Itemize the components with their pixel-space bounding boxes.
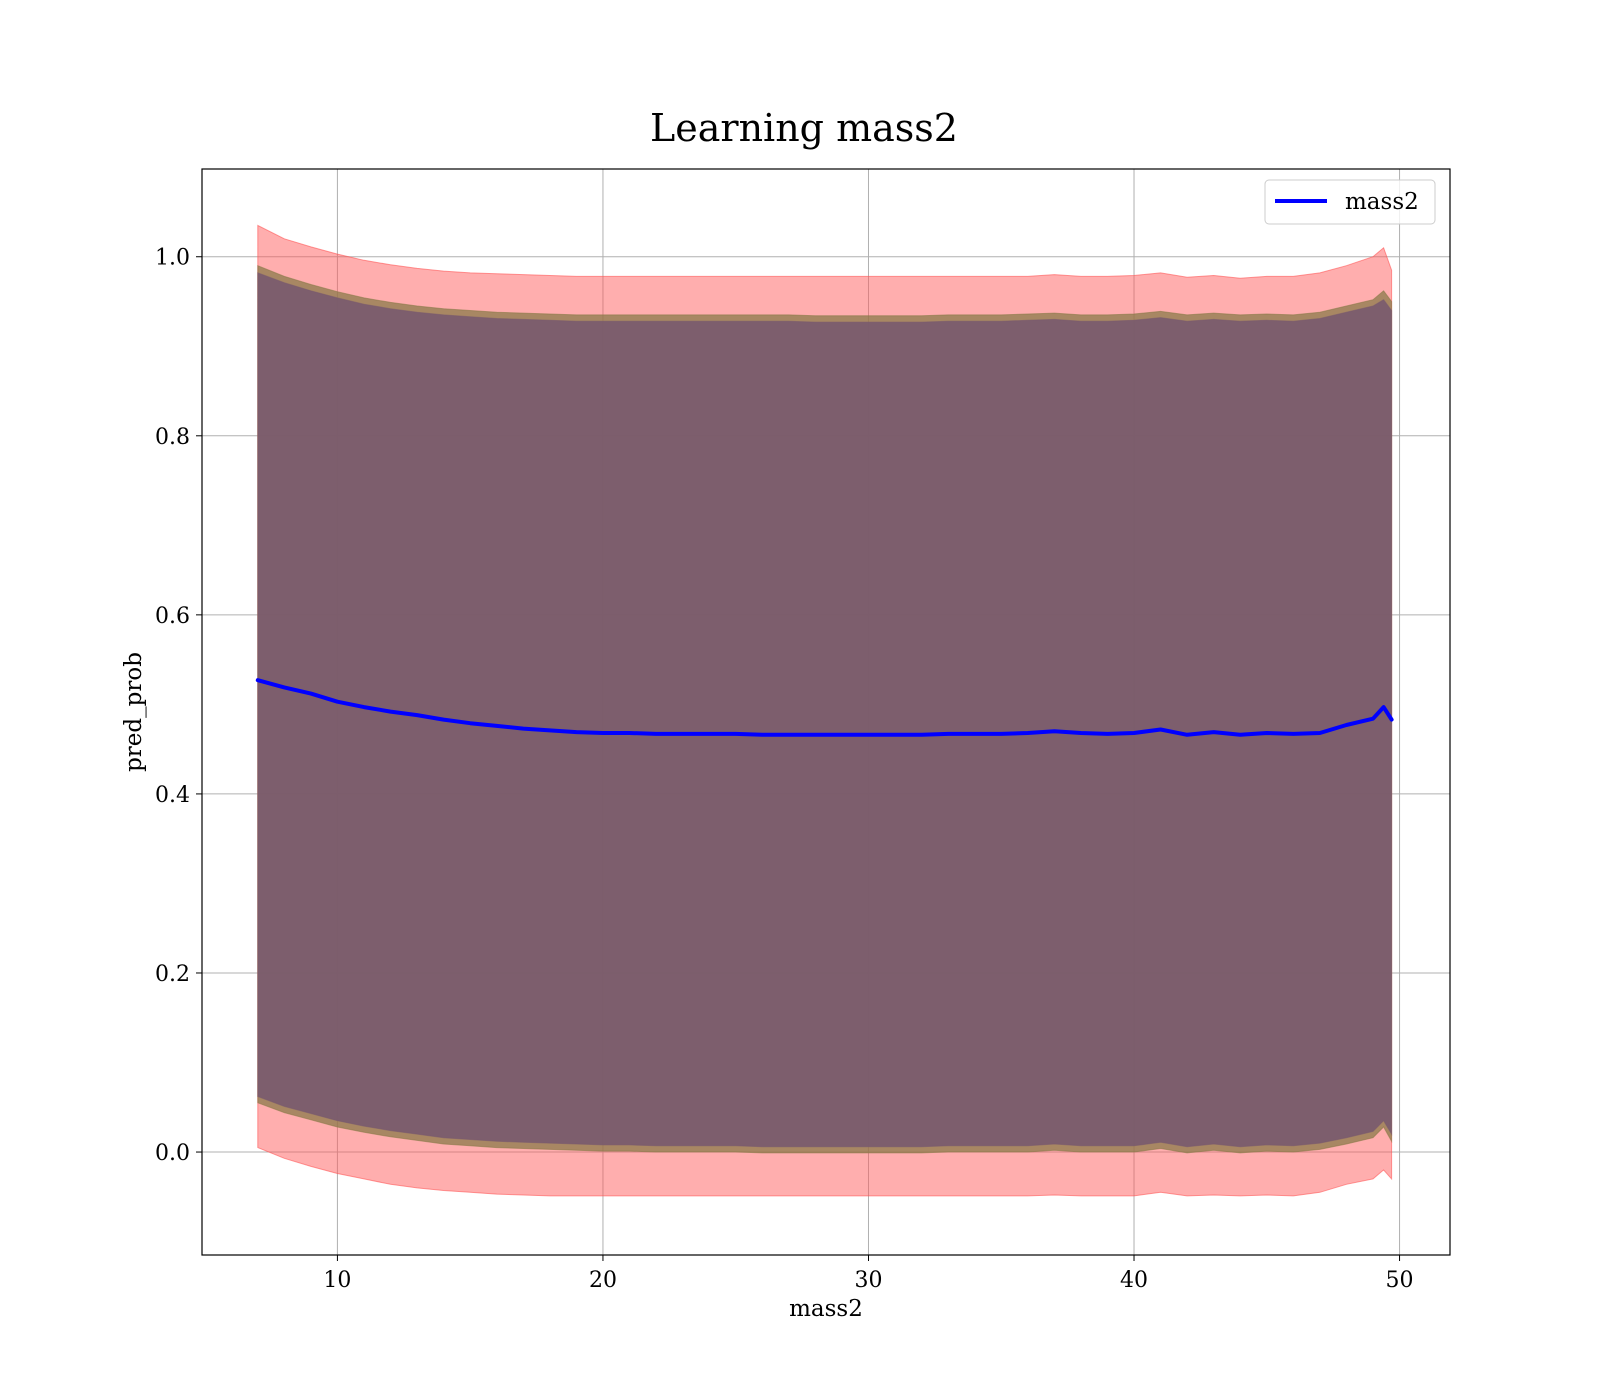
series-line-mass2 <box>255 678 1394 737</box>
x-tick-label: 40 <box>1120 1268 1148 1293</box>
band-2 <box>257 272 1393 1148</box>
series-lines <box>255 678 1394 737</box>
y-tick-label: 0.8 <box>155 425 190 450</box>
y-axis-label: pred_prob <box>121 652 147 772</box>
x-tick-label: 50 <box>1386 1268 1414 1293</box>
legend: mass2 <box>1264 179 1436 225</box>
x-tick-label: 30 <box>854 1268 882 1293</box>
plot-frame <box>201 168 1451 1256</box>
legend-box <box>1264 179 1436 225</box>
x-tick-label: 10 <box>323 1268 351 1293</box>
x-axis-label: mass2 <box>789 1296 863 1322</box>
uncertainty-bands <box>257 224 1393 1197</box>
axis-ticks: 10 20 30 40 50 0.0 0.2 0.4 0.6 0.8 1.0 <box>155 246 1414 1293</box>
y-tick-label: 0.6 <box>155 604 190 629</box>
chart-title: Learning mass2 <box>650 106 958 150</box>
x-tick-label: 20 <box>589 1268 617 1293</box>
legend-label-mass2: mass2 <box>1345 189 1419 215</box>
y-tick-label: 0.2 <box>155 962 190 987</box>
y-tick-label: 0.0 <box>155 1141 190 1166</box>
y-tick-label: 1.0 <box>155 246 190 271</box>
y-tick-label: 0.4 <box>155 783 190 808</box>
